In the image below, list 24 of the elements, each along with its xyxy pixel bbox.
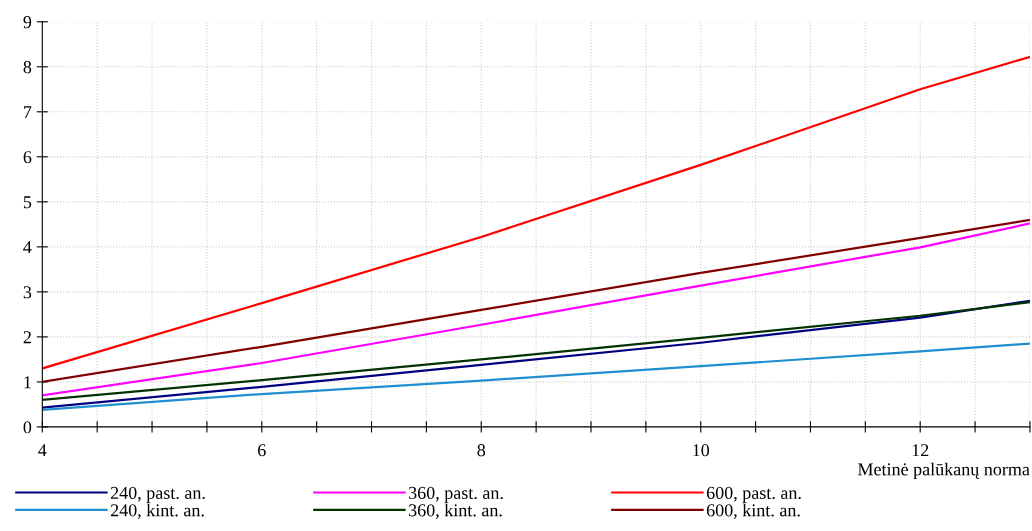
legend-label: 600, kint. an. bbox=[706, 503, 800, 519]
x-tick-label: 8 bbox=[477, 444, 486, 457]
x-tick-label: 6 bbox=[258, 444, 266, 457]
y-tick-label: 9 bbox=[23, 16, 32, 29]
y-tick-label: 1 bbox=[24, 376, 31, 389]
y-tick-label: 4 bbox=[23, 241, 32, 254]
x-tick-label: 12 bbox=[912, 444, 929, 457]
line-series bbox=[42, 55, 1030, 370]
legend-label: 240, kint. an. bbox=[110, 503, 204, 519]
y-tick-label: 6 bbox=[23, 151, 32, 164]
x-tick-label: 10 bbox=[693, 444, 710, 457]
legend-label: 360, past. an. bbox=[409, 486, 503, 503]
line-series bbox=[42, 342, 1030, 411]
y-tick-label: 0 bbox=[23, 421, 32, 434]
y-tick-label: 2 bbox=[23, 331, 31, 344]
legend-label: 360, kint. an. bbox=[409, 503, 502, 519]
x-axis-title: Metinė palūkanų norma bbox=[857, 462, 1030, 480]
y-tick-label: 3 bbox=[23, 286, 32, 299]
y-tick-label: 7 bbox=[24, 106, 32, 119]
x-tick-label: 4 bbox=[38, 444, 47, 457]
y-tick-label: 8 bbox=[23, 61, 32, 74]
legend-label: 600, past. an. bbox=[706, 486, 801, 503]
legend-label: 240, past. an. bbox=[110, 486, 205, 503]
y-tick-label: 5 bbox=[23, 196, 32, 209]
